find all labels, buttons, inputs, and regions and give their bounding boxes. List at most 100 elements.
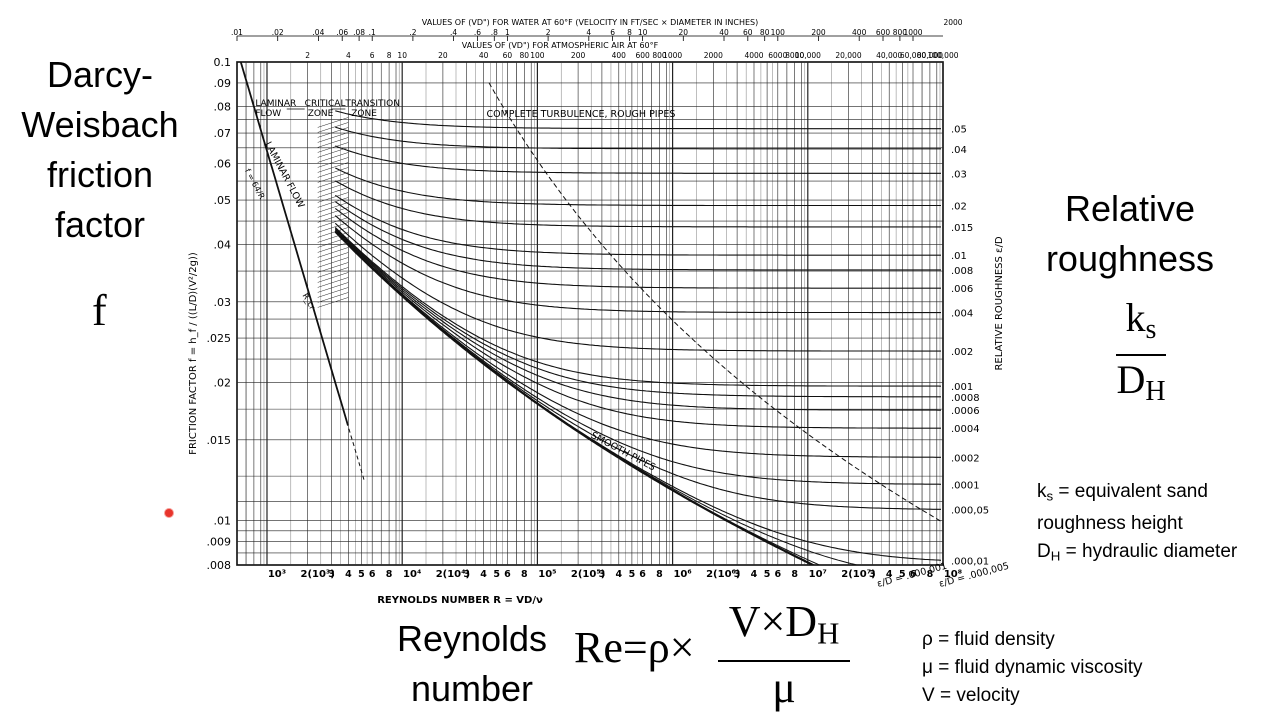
top-tick-label-air: 8000 — [785, 51, 804, 60]
critical-zone-hatch — [317, 162, 349, 173]
roughness-label: .04 — [951, 145, 967, 156]
x-tick-label: 3 — [734, 569, 741, 580]
top-tick-label-air: 40 — [479, 51, 489, 60]
top-tick-label-water: 1 — [505, 28, 510, 37]
top-tick-label-air: 800 — [652, 51, 667, 60]
note-line: ks = equivalent sand — [1037, 481, 1208, 504]
y-tick-label: .09 — [214, 77, 232, 90]
y-tick-label: .015 — [207, 434, 232, 447]
top-tick-label-air: 6 — [370, 51, 375, 60]
friction-title-line: friction — [46, 154, 154, 195]
zone-label: ZONE — [351, 109, 377, 119]
critical-zone-hatch — [317, 132, 349, 143]
critical-zone-hatch — [317, 187, 349, 198]
critical-zone-hatch — [317, 227, 349, 238]
top-tick-label-water: .8 — [491, 28, 498, 37]
y2-axis-title: RELATIVE ROUGHNESS ε/D — [994, 236, 1005, 370]
x-tick-label: 6 — [774, 569, 781, 580]
top-tick-label-air: 4000 — [744, 51, 763, 60]
roughness-notes: ks = equivalent sand roughness height DH… — [1037, 478, 1277, 571]
reynolds-notes: ρ = fluid density μ = fluid dynamic visc… — [922, 626, 1272, 710]
roughness-label: .004 — [951, 309, 973, 320]
critical-zone-hatch — [317, 297, 349, 308]
critical-zone-hatch — [317, 167, 349, 178]
top-tick-label-air: 100,000 — [927, 51, 958, 60]
friction-factor-title: Darcy- Weisbach friction factor — [10, 50, 190, 250]
x-tick-label: 4 — [751, 569, 758, 580]
x-tick-label: 2(10⁶) — [706, 569, 740, 580]
x-tick-label: 10³ — [268, 569, 286, 580]
critical-zone-hatch — [317, 282, 349, 293]
roughness-label: .05 — [951, 125, 967, 136]
note-line: roughness height — [1037, 513, 1183, 535]
zone-label: CRITICAL — [305, 99, 346, 109]
x-tick-label: 10⁶ — [673, 569, 691, 580]
roughness-curve — [335, 126, 941, 150]
critical-zone-hatch — [317, 232, 349, 243]
top-tick-label-water: .1 — [369, 28, 376, 37]
critical-zone-hatch — [317, 237, 349, 248]
zone-label: LAMINAR — [255, 99, 296, 109]
reynolds-formula: Re=ρ× — [574, 624, 695, 672]
top-tick-label-water: .08 — [353, 28, 365, 37]
smooth-pipes-curve — [334, 230, 816, 565]
y-tick-label: .009 — [207, 536, 232, 549]
top-tick-label-water: 10 — [638, 28, 648, 37]
top-tick-label-water: .02 — [272, 28, 284, 37]
reynolds-title-line: number — [410, 668, 534, 709]
roughness-fraction: ks DH — [1106, 296, 1176, 414]
roughness-curve — [335, 180, 941, 228]
mu-symbol: μ — [772, 662, 796, 712]
relative-roughness-title: Relative roughness — [1030, 184, 1230, 284]
top-tick-label-air: 100 — [530, 51, 545, 60]
top-tick-label-water: 800 — [893, 28, 908, 37]
vd-subscript: H — [817, 616, 840, 651]
roughness-title-line: Relative — [1064, 188, 1196, 229]
friction-factor-symbol: f — [92, 286, 107, 335]
friction-title-line: factor — [54, 204, 146, 245]
top-tick-label-water: 100 — [771, 28, 786, 37]
top-tick-label-water: 80 — [760, 28, 770, 37]
critical-zone-hatch — [317, 117, 349, 128]
ks-subscript: s — [1145, 314, 1157, 345]
y-tick-label: .008 — [207, 559, 232, 572]
x-tick-label: 4 — [615, 569, 622, 580]
roughness-label: .01 — [951, 251, 967, 262]
y-tick-label: .07 — [214, 127, 232, 140]
roughness-curve — [334, 227, 941, 398]
x-tick-label: 8 — [656, 569, 663, 580]
top-tick-label-water: .6 — [474, 28, 481, 37]
times-sign: × — [669, 623, 695, 672]
critical-zone-hatch — [317, 147, 349, 158]
top-tick-label-air: 10,000 — [795, 51, 821, 60]
y-tick-label: .03 — [214, 296, 232, 309]
roughness-title-line: roughness — [1045, 238, 1215, 279]
y-tick-label: .05 — [214, 194, 232, 207]
x-tick-label: 4 — [480, 569, 487, 580]
re-symbol: Re — [574, 623, 623, 672]
critical-zone-hatch — [317, 267, 349, 278]
x-tick-label: 4 — [886, 569, 893, 580]
ks-symbol: k — [1125, 295, 1146, 340]
critical-zone-hatch — [317, 222, 349, 233]
top-tick-label-air: 6000 — [768, 51, 787, 60]
roughness-label: .0002 — [951, 453, 980, 464]
roughness-curve — [334, 201, 941, 271]
top-tick-label-air: 80,000 — [917, 51, 943, 60]
laminar-extension-line — [312, 307, 366, 483]
top-tick-label-water: 2000 — [943, 18, 962, 27]
roughness-curve — [334, 215, 941, 314]
top-tick-label-air: 200 — [571, 51, 586, 60]
critical-zone-hatch — [317, 122, 349, 133]
top-tick-label-water: 200 — [811, 28, 826, 37]
x-tick-label: 2(10⁷) — [841, 569, 875, 580]
top-tick-label-air: 10 — [397, 51, 407, 60]
critical-zone-hatch — [317, 277, 349, 288]
top-tick-label-water: 4 — [586, 28, 591, 37]
zone-label: ZONE — [308, 109, 334, 119]
x-tick-label: 5 — [899, 569, 906, 580]
top-tick-label-water: .4 — [450, 28, 457, 37]
plot-frame — [236, 61, 944, 566]
critical-zone-hatch — [317, 197, 349, 208]
rho-symbol: ρ — [647, 623, 670, 672]
